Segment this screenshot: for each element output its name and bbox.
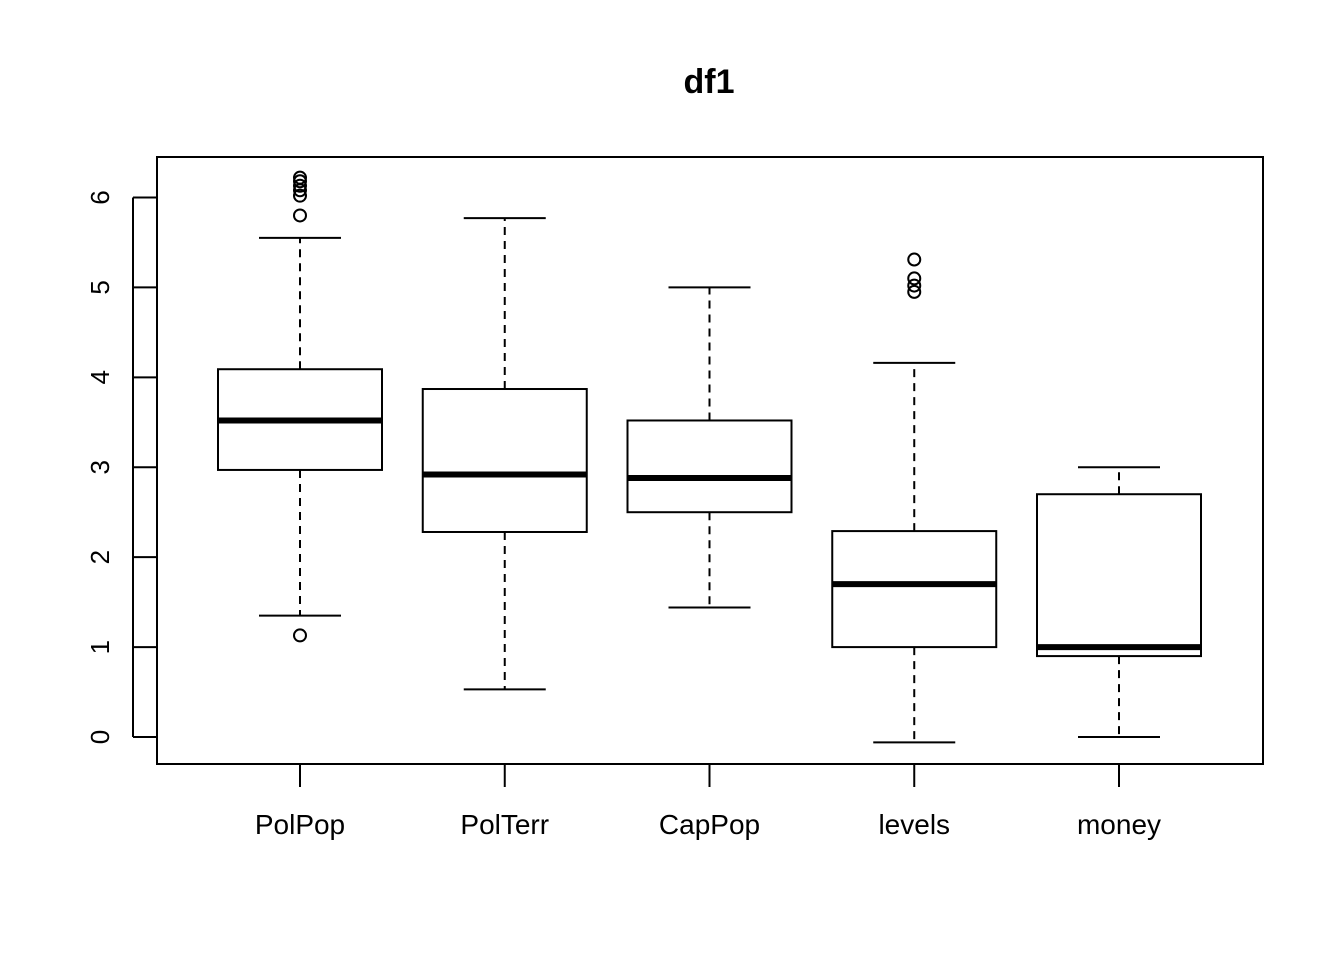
box-levels bbox=[831, 252, 998, 744]
y-tick-label: 1 bbox=[85, 640, 115, 654]
x-tick-label: PolPop bbox=[255, 809, 345, 840]
iqr-box bbox=[1036, 493, 1202, 658]
y-tick-label: 5 bbox=[85, 280, 115, 294]
box-PolPop bbox=[217, 170, 383, 643]
y-tick-label: 3 bbox=[85, 460, 115, 474]
y-axis: 0 1 2 3 4 5 6 bbox=[85, 190, 157, 744]
boxes bbox=[217, 170, 1202, 744]
outlier-point bbox=[293, 208, 307, 223]
outlier-point bbox=[293, 628, 307, 643]
iqr-box bbox=[626, 419, 793, 514]
x-tick-label: CapPop bbox=[659, 809, 760, 840]
outlier-point bbox=[907, 252, 922, 267]
outlier-point bbox=[907, 278, 922, 293]
y-tick-label: 2 bbox=[85, 550, 115, 564]
box-CapPop bbox=[626, 286, 793, 609]
box-money bbox=[1036, 466, 1202, 739]
outlier-point bbox=[293, 170, 307, 185]
iqr-box bbox=[421, 388, 588, 533]
outlier-point bbox=[907, 271, 922, 286]
y-tick-label: 0 bbox=[85, 730, 115, 744]
y-tick-label: 4 bbox=[85, 370, 115, 384]
x-axis: PolPop PolTerr CapPop levels money bbox=[255, 763, 1161, 840]
chart-title: df1 bbox=[684, 63, 735, 101]
outlier-point bbox=[293, 188, 307, 203]
box-PolTerr bbox=[421, 217, 588, 691]
x-tick-label: levels bbox=[878, 809, 950, 840]
outlier-point bbox=[293, 178, 307, 193]
y-tick-label: 6 bbox=[85, 190, 115, 204]
outlier-point bbox=[907, 284, 922, 299]
x-tick-label: money bbox=[1077, 809, 1161, 840]
iqr-box bbox=[831, 530, 998, 649]
x-tick-label: PolTerr bbox=[460, 809, 549, 840]
